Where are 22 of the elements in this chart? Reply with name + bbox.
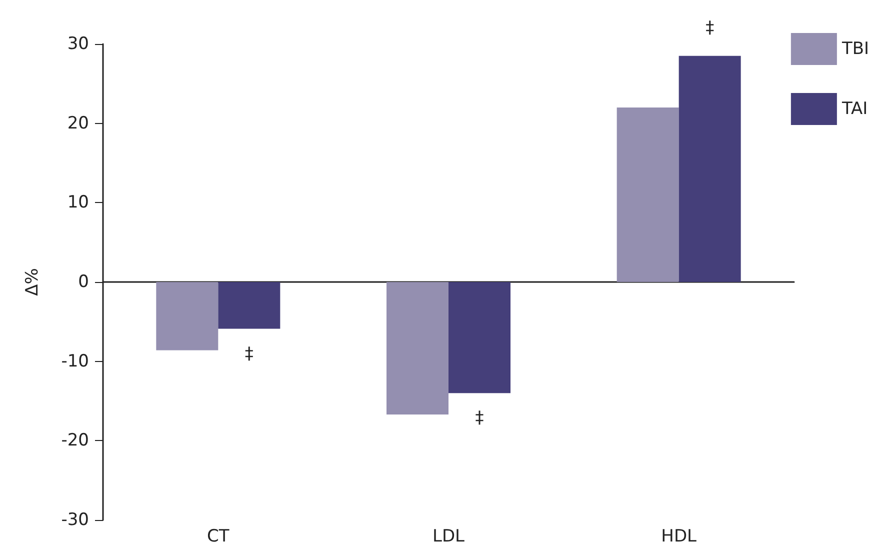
annotation: ‡ (244, 344, 254, 364)
y-tick-label: 10 (67, 192, 89, 213)
legend-label: TBI (840, 39, 869, 59)
x-tick-label: CT (207, 526, 230, 546)
y-axis-title: Δ% (22, 268, 42, 296)
legend-label: TAI (840, 99, 868, 119)
y-tick-label: -10 (61, 351, 89, 372)
bar (678, 56, 741, 282)
bar (218, 282, 280, 329)
bar (616, 107, 679, 282)
bar (448, 282, 510, 394)
y-tick-label: -20 (61, 430, 89, 451)
x-tick-label: LDL (432, 526, 466, 546)
x-tick-label: HDL (661, 526, 698, 546)
y-tick-label: 20 (67, 113, 89, 134)
annotation: ‡ (706, 18, 715, 38)
annotation: ‡ (475, 408, 484, 428)
y-tick-label: -30 (61, 510, 89, 530)
bar (156, 282, 218, 350)
bar (386, 282, 448, 414)
y-tick-label: 30 (67, 34, 89, 54)
y-tick-label: 0 (78, 272, 89, 292)
